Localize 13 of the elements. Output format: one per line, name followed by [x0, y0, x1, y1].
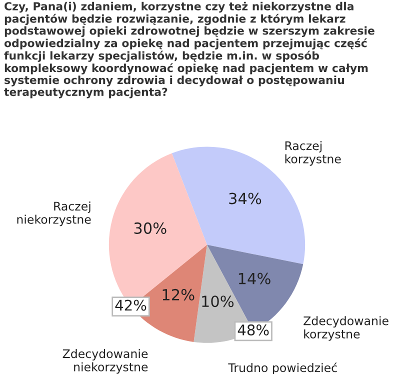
text: 42% — [115, 300, 146, 311]
data-label: 14% — [238, 272, 270, 284]
slice-label: Zdecydowanie niekorzystne — [62, 349, 148, 374]
text: 48% — [238, 324, 269, 336]
data-label: 12% — [162, 288, 194, 300]
slice-label: Raczej korzystne — [285, 141, 341, 166]
data-label: 30% — [134, 222, 166, 234]
slice-label: Raczej niekorzystne — [17, 201, 91, 226]
data-label: 34% — [229, 192, 262, 204]
chart-title: Czy, Pana(i) zdaniem, korzystne czy też niekorzystne dla pacjentów będzie rozwiązanie, zgodnie z którym lekarz podstawowej opieki zdrowotnej będzie w szerszym zakresie odpowiedzialny za opiekę nad pacjentem przejmując część funkcji lekarzy specjalistów, będzie m.in. w sposób kompleksowy koordynować opiekę nad pacjentem w całym systemie ochrony zdrowia i decydował o postępowaniu terapeutycznym pacjenta? — [4, 2, 374, 98]
data-label: 10% — [202, 296, 234, 308]
slice-label: Zdecydowanie korzystne — [304, 316, 388, 341]
slice-label: Trudno powiedzieć — [228, 362, 337, 374]
